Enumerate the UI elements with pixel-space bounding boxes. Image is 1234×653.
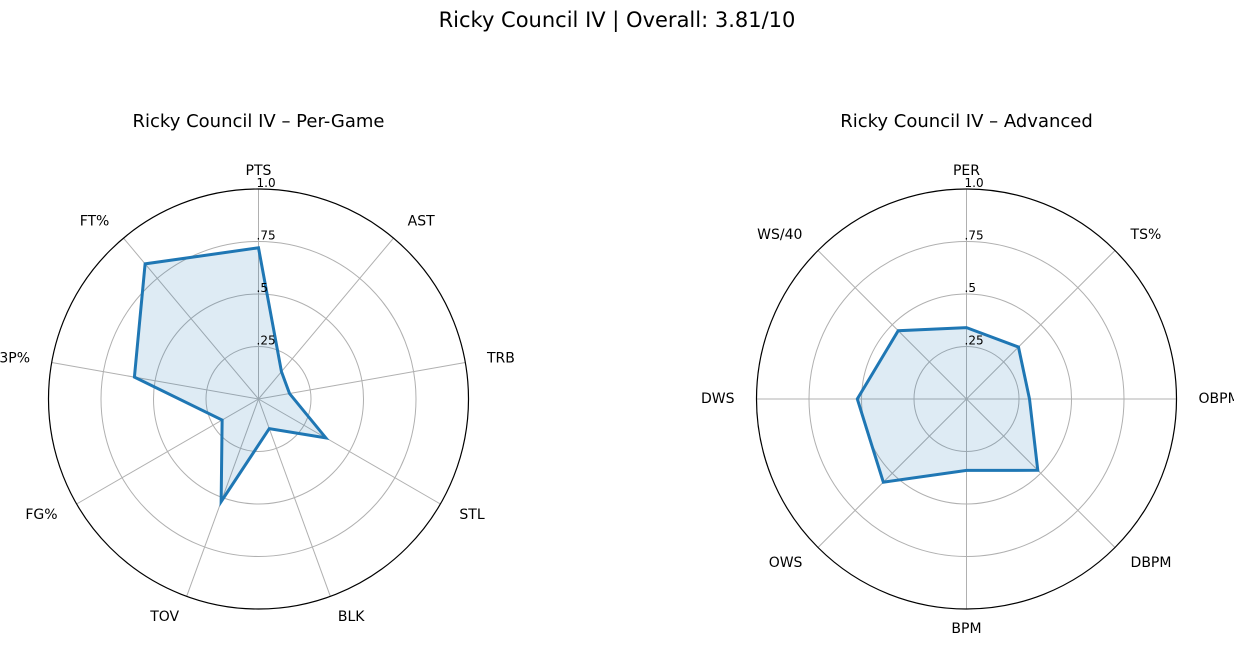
- radial-tick-label: .75: [257, 229, 276, 243]
- grid-spoke: [966, 250, 1116, 400]
- category-label: OWS: [769, 555, 803, 571]
- category-label: PTS: [246, 163, 272, 179]
- series-line: [132, 246, 330, 507]
- radial-tick-label: .25: [965, 334, 984, 348]
- category-label: OBPM: [1199, 391, 1234, 407]
- grid-spoke: [817, 398, 967, 548]
- grid-spoke: [817, 250, 967, 400]
- series-line: [855, 326, 1040, 484]
- radial-tick-label: .75: [965, 229, 984, 243]
- radar-panel-2: Ricky Council IV – Advanced .25 .5 .75 1.0PE…: [701, 111, 1234, 637]
- grid-spoke: [258, 362, 466, 400]
- grid-spoke: [258, 398, 441, 505]
- category-label: FG%: [25, 507, 57, 523]
- polar-frame: [755, 188, 1178, 610]
- grid-spoke: [966, 398, 1116, 548]
- category-label: BLK: [338, 609, 365, 625]
- radial-tick-label: 1.0: [965, 176, 984, 190]
- polar-frame: [47, 188, 470, 610]
- category-label: FT%: [80, 213, 110, 229]
- figure-title: Ricky Council IV | Overall: 3.81/10: [438, 8, 796, 32]
- category-label: 3P%: [0, 351, 30, 367]
- grid-spoke: [76, 398, 259, 505]
- radial-tick-label: .25: [257, 334, 276, 348]
- radial-tick-label: .5: [257, 281, 268, 295]
- series-area: [857, 327, 1038, 483]
- radial-tick-label: .5: [965, 281, 976, 295]
- category-label: STL: [459, 507, 484, 523]
- category-label: AST: [408, 213, 435, 229]
- category-label: DBPM: [1131, 555, 1172, 571]
- series-area: [134, 247, 326, 502]
- category-label: TOV: [149, 609, 179, 625]
- radar-panel-1: Ricky Council IV – Per-Game .25 .5 .75 1.0PT…: [0, 111, 515, 625]
- category-label: BPM: [951, 621, 981, 637]
- radial-tick-label: 1.0: [257, 176, 276, 190]
- panel-title: Ricky Council IV – Per-Game: [133, 111, 385, 132]
- category-label: DWS: [701, 391, 735, 407]
- category-label: TS%: [1130, 227, 1162, 243]
- category-label: TRB: [486, 351, 515, 367]
- grid-spoke: [51, 362, 259, 400]
- category-label: WS/40: [757, 227, 802, 243]
- panel-title: Ricky Council IV – Advanced: [840, 111, 1093, 132]
- grid-spoke: [258, 398, 331, 597]
- category-label: PER: [953, 163, 980, 179]
